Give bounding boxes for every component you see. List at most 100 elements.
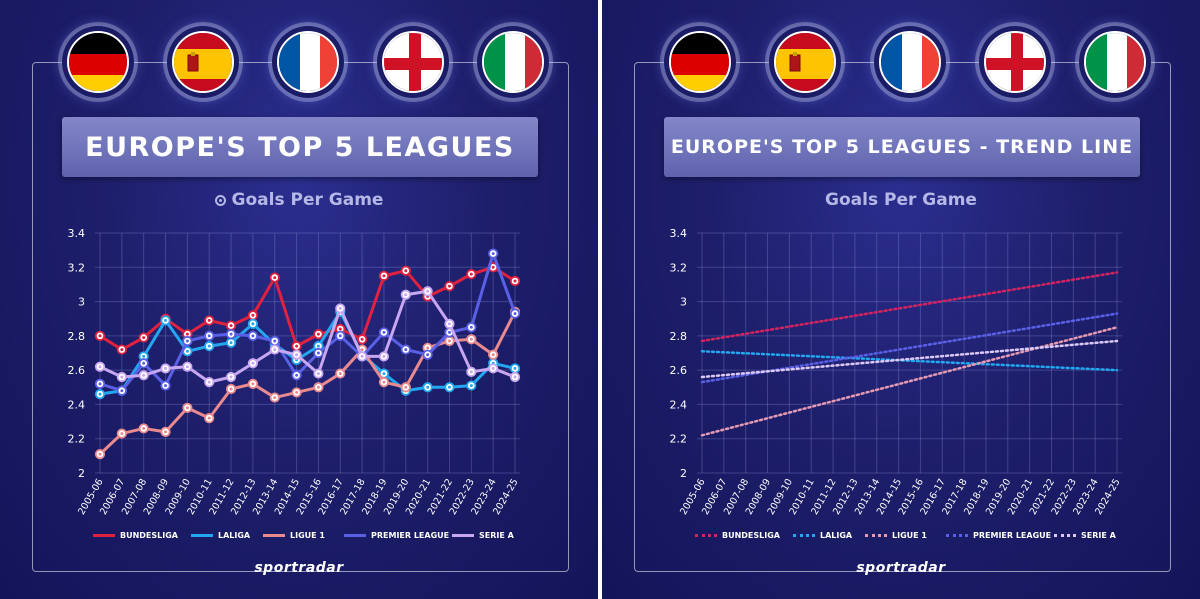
data-point-center [426,353,430,357]
data-point-center [491,265,495,269]
series-serie-a [94,286,521,388]
y-tick-label: 3.2 [68,261,86,274]
data-point-center [469,384,473,388]
data-point-center [164,430,168,434]
france-flag-icon [272,26,344,98]
data-point-center [513,279,517,283]
data-point-center [273,339,277,343]
france-flag-icon [874,26,946,98]
spain-flag-icon [167,26,239,98]
data-point-center [142,336,146,340]
data-point-center [316,332,320,336]
legend-item: PREMIER LEAGUE [946,531,1051,540]
data-point-center [316,344,320,348]
data-point-center [295,373,299,377]
data-point-center [382,354,386,358]
data-point-center [447,322,451,326]
data-point-center [338,334,342,338]
data-point-center [229,387,233,391]
data-point-center [469,337,473,341]
sportradar-logo: sportradar [254,560,344,576]
y-tick-label: 2 [680,467,687,480]
data-point-center [491,366,495,370]
data-point-center [120,348,124,352]
chart-subtitle-text: Goals Per Game [231,190,384,210]
data-point-center [426,346,430,350]
series-bundesliga [700,271,1119,343]
data-point-center [98,382,102,386]
legend-item: SERIE A [1054,531,1116,540]
legend-label: PREMIER LEAGUE [371,531,450,540]
y-tick-label: 2.4 [68,398,86,411]
data-point-center [98,365,102,369]
data-point-center [142,373,146,377]
data-point-center [251,313,255,317]
legend-swatch [452,534,474,537]
chart-subtitle: Goals Per Game [602,190,1200,210]
y-tick-label: 2.2 [68,433,86,446]
data-point-center [185,365,189,369]
data-point-center [185,339,189,343]
series-laliga [700,350,1119,372]
legend-item: PREMIER LEAGUE [344,531,449,540]
line-chart: 22.22.42.62.833.23.42005-062006-072007-0… [68,227,521,517]
trend-line [700,339,1119,379]
data-point-center [120,375,124,379]
sportradar-logo: sportradar [856,560,946,576]
data-point-center [207,380,211,384]
y-tick-label: 2.4 [670,398,688,411]
data-point-center [338,306,342,310]
data-point-center [360,348,364,352]
data-point-center [207,318,211,322]
trend-line [700,326,1119,437]
data-point-center [185,332,189,336]
legend-swatch [946,534,968,537]
chart-panel-trend-line: EUROPE'S TOP 5 LEAGUES - TREND LINE Goal… [602,0,1200,599]
data-point-center [360,354,364,358]
data-point-center [185,406,189,410]
y-tick-label: 2.8 [68,330,86,343]
data-point-center [229,332,233,336]
data-point-center [207,416,211,420]
chart-subtitle-text: Goals Per Game [825,190,977,210]
data-point-center [404,385,408,389]
data-point-center [513,375,517,379]
chart-title: EUROPE'S TOP 5 LEAGUES - TREND LINE [670,136,1134,158]
england-flag-icon [377,26,449,98]
italy-flag-icon [477,26,549,98]
series-laliga [94,306,521,400]
data-point-center [251,382,255,386]
legend-swatch [865,534,887,537]
y-tick-label: 2.2 [670,433,688,446]
data-point-center [338,372,342,376]
data-point-center [229,341,233,345]
data-point-center [469,370,473,374]
spain-flag-icon [769,26,841,98]
data-point-center [316,351,320,355]
chart-title: EUROPE'S TOP 5 LEAGUES [85,131,515,163]
legend-item: LALIGA [793,531,852,540]
legend-label: PREMIER LEAGUE [973,531,1052,540]
chart-panel-goals-per-game: EUROPE'S TOP 5 LEAGUES Goals Per Game 2 2… [0,0,598,599]
data-point-center [404,348,408,352]
data-point-center [382,372,386,376]
legend-item: BUNDESLIGA [93,531,178,540]
data-point-center [251,322,255,326]
data-point-center [426,385,430,389]
legend-label: LIGUE 1 [290,531,325,540]
grid [697,232,1122,474]
y-tick-label: 2.8 [670,330,688,343]
data-point-center [404,269,408,273]
data-point-center [229,375,233,379]
series-serie-a [700,339,1119,379]
germany-flag-icon [62,26,134,98]
data-point-center [491,353,495,357]
chart-title-box: EUROPE'S TOP 5 LEAGUES - TREND LINE [664,117,1140,177]
data-point-center [207,334,211,338]
data-point-center [120,432,124,436]
legend-swatch [93,534,115,537]
data-point-center [295,353,299,357]
chart-title-box: EUROPE'S TOP 5 LEAGUES [62,117,538,177]
data-point-center [164,318,168,322]
legend-label: BUNDESLIGA [120,531,178,540]
